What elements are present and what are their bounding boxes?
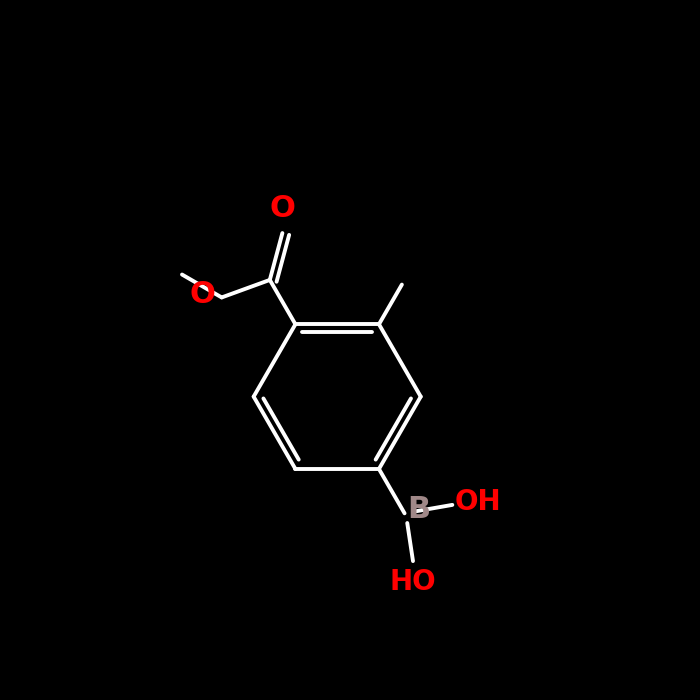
Text: O: O <box>190 280 215 309</box>
Text: OH: OH <box>455 488 502 516</box>
Text: HO: HO <box>390 568 436 596</box>
Text: B: B <box>407 494 430 524</box>
Text: O: O <box>270 195 295 223</box>
